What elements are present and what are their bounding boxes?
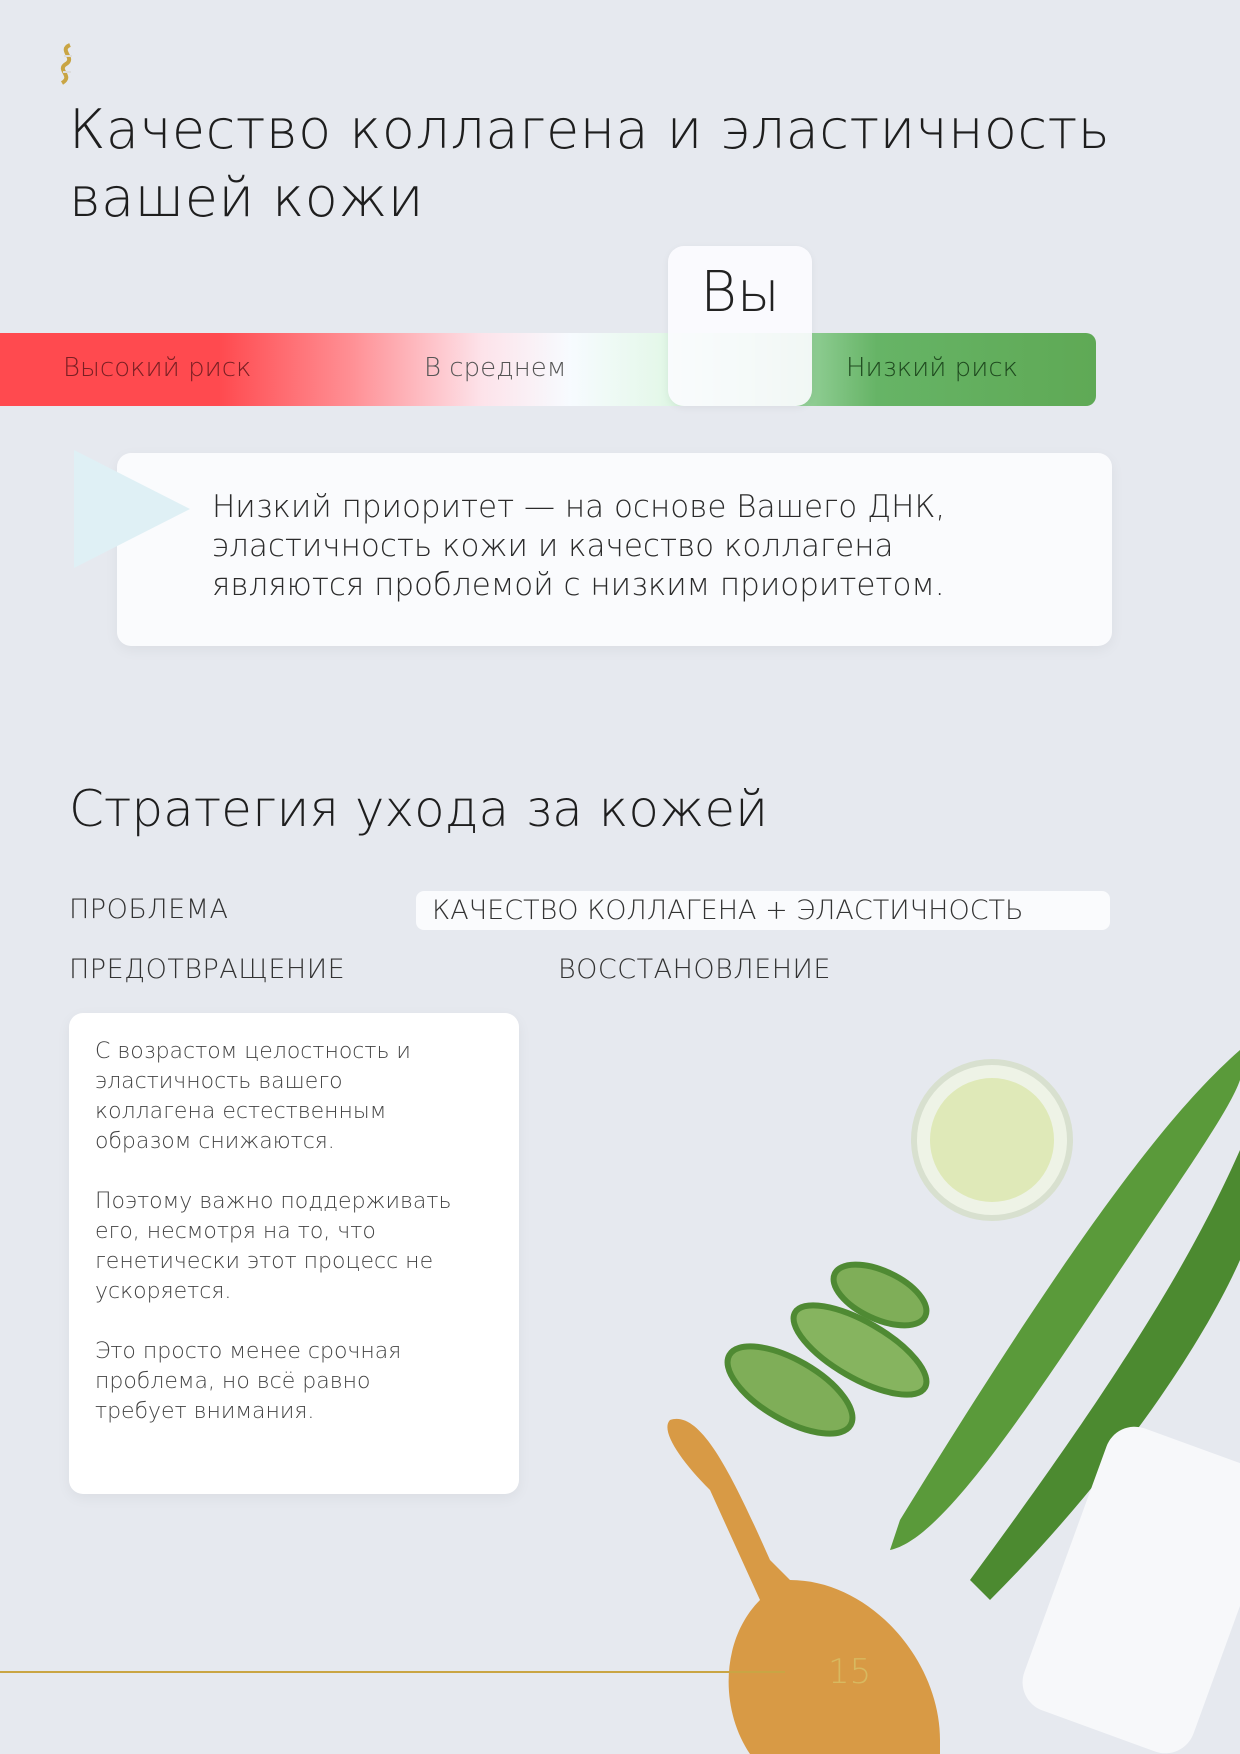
aloe-slice bbox=[790, 1302, 930, 1398]
you-marker: Вы bbox=[668, 246, 812, 406]
prevention-paragraph: Это просто менее срочная проблема, но вс… bbox=[95, 1339, 402, 1424]
risk-scale-bar: Высокий риск В среднем Низкий риск bbox=[0, 333, 1096, 406]
aloe-leaf bbox=[970, 1150, 1240, 1600]
footer-rule bbox=[0, 1671, 785, 1673]
aloe-leaf bbox=[890, 1050, 1240, 1550]
priority-callout bbox=[117, 453, 1112, 646]
risk-label-average: В среднем bbox=[424, 353, 567, 383]
prevention-paragraph: С возрастом целостность и эластичность в… bbox=[95, 1039, 411, 1154]
prevention-label: ПРЕДОТВРАЩЕНИЕ bbox=[69, 954, 346, 985]
aloe-photo bbox=[667, 1050, 1240, 1754]
title-line-1: Качество коллагена и эластичность bbox=[69, 98, 1111, 161]
title-line-2: вашей кожи bbox=[69, 166, 424, 229]
problem-label: ПРОБЛЕМА bbox=[69, 894, 229, 925]
strategy-title: Стратегия ухода за кожей bbox=[69, 780, 769, 838]
wooden-spoon bbox=[667, 1418, 940, 1754]
callout-line: эластичность кожи и качество коллагена bbox=[212, 528, 894, 564]
callout-line: Низкий приоритет — на основе Вашего ДНК, bbox=[212, 489, 946, 525]
aloe-slice bbox=[724, 1343, 856, 1437]
page-title: Качество коллагена и эластичность вашей … bbox=[69, 96, 1110, 232]
aloe-slice bbox=[830, 1261, 930, 1329]
you-marker-label: Вы bbox=[700, 260, 780, 325]
page-number: 15 bbox=[828, 1652, 872, 1692]
white-bottle bbox=[1022, 1426, 1240, 1754]
priority-callout-text: Низкий приоритет — на основе Вашего ДНК,… bbox=[212, 488, 1092, 605]
triangle-pointer-icon bbox=[74, 450, 190, 568]
recovery-label: ВОССТАНОВЛЕНИЕ bbox=[558, 954, 831, 985]
dna-logo bbox=[54, 42, 78, 90]
callout-line: являются проблемой с низким приоритетом. bbox=[212, 567, 945, 603]
risk-label-low: Низкий риск bbox=[846, 353, 1019, 383]
prevention-paragraph: Поэтому важно поддерживать его, несмотря… bbox=[95, 1189, 452, 1304]
prevention-card: С возрастом целостность и эластичность в… bbox=[69, 1013, 519, 1494]
problem-value: КАЧЕСТВО КОЛЛАГЕНА + ЭЛАСТИЧНОСТЬ bbox=[416, 891, 1110, 930]
risk-label-high: Высокий риск bbox=[63, 353, 252, 383]
